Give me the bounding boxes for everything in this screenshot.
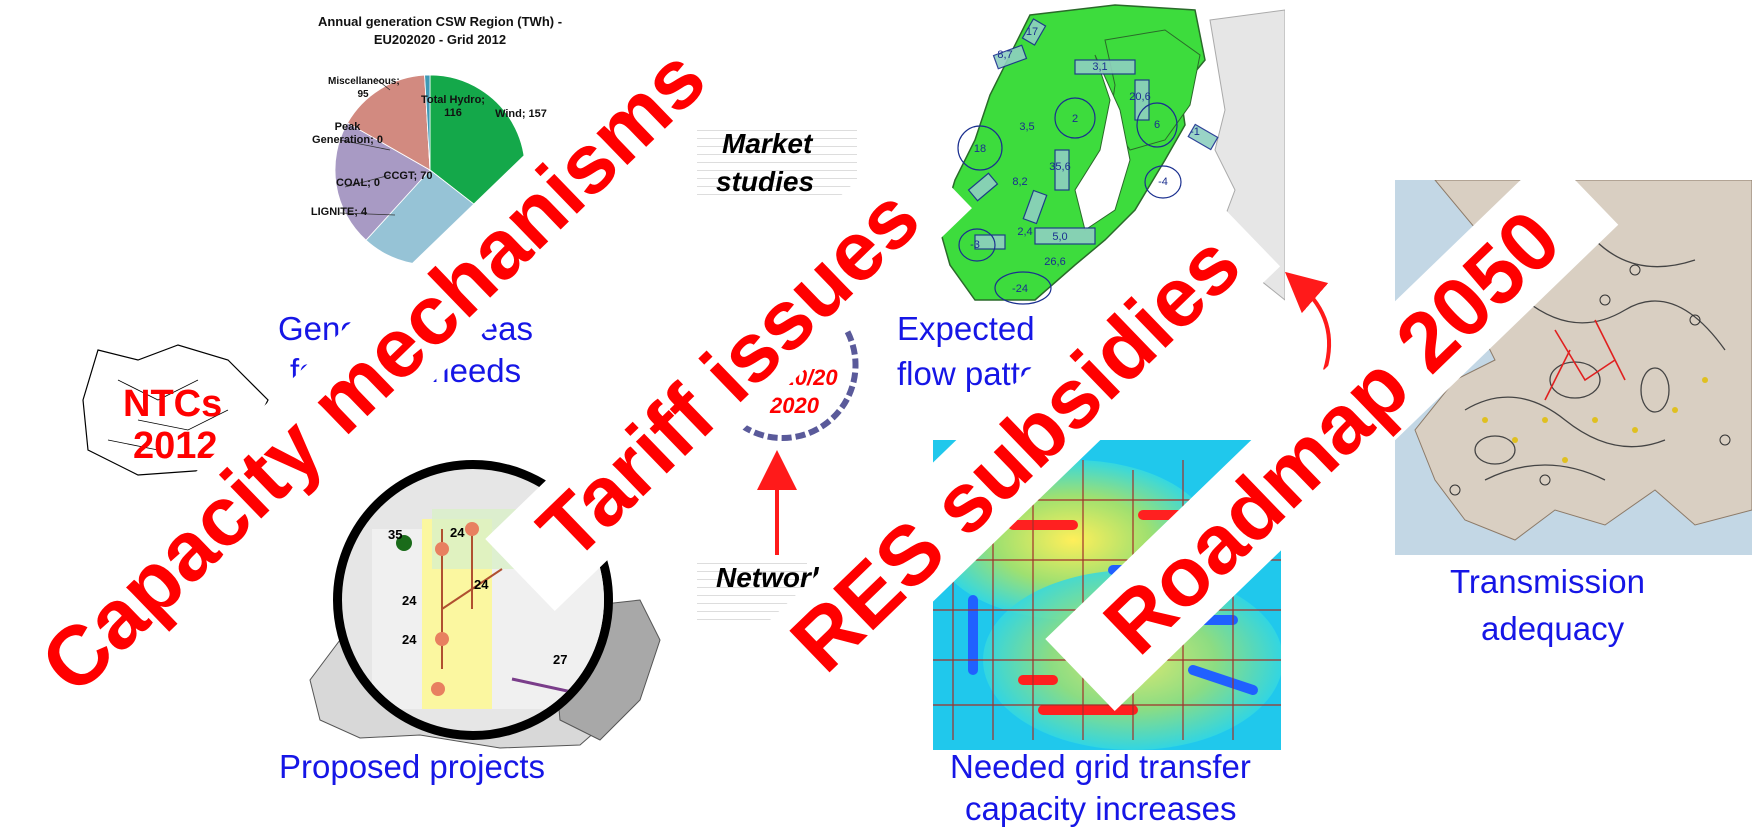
cycle-label-line2: 2020: [770, 393, 819, 418]
flow-value: 8,2: [1012, 176, 1027, 188]
market-studies-line2: studies: [716, 166, 815, 197]
ntc-label: NTCs: [123, 383, 223, 425]
project-number: 24: [402, 593, 417, 608]
flow-value: 2: [1072, 113, 1078, 125]
pie-chart-title-line2: EU202020 - Grid 2012: [373, 32, 507, 47]
market-studies-line1: Market: [722, 128, 813, 159]
pie-label-lignite: LIGNITE; 4: [310, 206, 368, 218]
flow-value: -1: [1190, 126, 1200, 138]
caption-transmission-line2: adequacy: [1481, 610, 1625, 647]
flow-value: -24: [1012, 283, 1028, 295]
pie-chart-panel: Annual generation CSW Region (TWh) - EU2…: [290, 10, 590, 270]
pie-slice-miscellaneous: [334, 122, 431, 241]
caption-needed-line1: Needed grid transfer: [950, 748, 1251, 785]
pie-leader-line: [339, 139, 391, 151]
flow-value: 8,7: [997, 49, 1012, 61]
flow-value: 20,6: [1129, 91, 1150, 103]
cycle-ring: [722, 318, 859, 441]
ntc-year: 2012: [133, 425, 218, 467]
flow-value: -4: [1158, 176, 1168, 188]
pie-leader-line: [339, 212, 396, 216]
pie-label-coal: COAL; 0: [336, 177, 380, 189]
pie-slice-ccgt: [346, 74, 431, 171]
flow-value: -3: [970, 239, 980, 251]
flow-value: 6: [1154, 119, 1160, 131]
project-number: 24: [402, 632, 417, 647]
project-number: 35: [388, 527, 402, 542]
flow-value: 26,6: [1044, 256, 1065, 268]
project-number: 24: [474, 577, 489, 592]
pie-label-wind: Wind; 157: [495, 108, 547, 120]
flow-value: 3,5: [1019, 121, 1034, 133]
flow-value: 35,6: [1049, 161, 1070, 173]
market-studies-box: [697, 125, 857, 195]
flow-value: 17: [1026, 26, 1038, 38]
flow-value: 2,4: [1017, 226, 1032, 238]
project-number: 24: [450, 525, 465, 540]
pie-leader-line: [344, 174, 391, 188]
pie-label-peak: Peak Generation; 0: [312, 121, 383, 146]
flow-value: 5,0: [1052, 231, 1067, 243]
pie-label-ccgt: CCGT; 70: [383, 170, 433, 182]
caption-proposed-projects: Proposed projects: [279, 748, 545, 785]
caption-expected-line1: Expected: [897, 310, 1035, 347]
pie-label-hydro: Total Hydro; 116: [421, 94, 485, 119]
caption-transmission-line1: Transmission: [1450, 563, 1645, 600]
pie-chart-title-line1: Annual generation CSW Region (TWh) -: [317, 14, 563, 29]
arrow-curve-right: [1284, 271, 1332, 371]
flow-value: 18: [974, 143, 986, 155]
caption-needed-line2: capacity increases: [965, 790, 1237, 827]
project-number-27: 27: [553, 652, 568, 667]
pie-leader-line: [374, 77, 391, 91]
flow-values: 17 8,7 3,1 20,6 2 6 18 3,5 8,2 35,6 -4 2,4 5,0 -3 26,6…: [970, 26, 1200, 295]
pie-label-misc: Miscellaneous; 95: [328, 76, 400, 100]
flow-value: 3,1: [1092, 61, 1107, 73]
pie-slice-lignite: [424, 74, 431, 171]
